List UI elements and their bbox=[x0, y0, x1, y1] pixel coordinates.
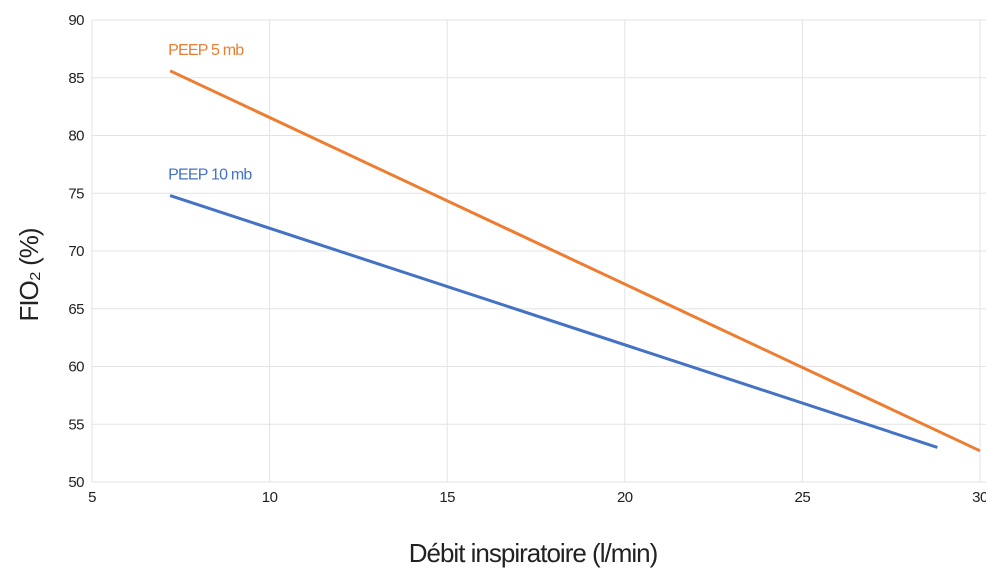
x-tick-label: 5 bbox=[88, 489, 96, 506]
series-label-1: PEEP 10 mb bbox=[168, 167, 252, 184]
series-line-1 bbox=[169, 194, 938, 449]
y-tick-label: 70 bbox=[68, 243, 84, 260]
x-tick-label: 25 bbox=[795, 489, 811, 506]
x-axis-ticks: 5 10 15 20 25 30 bbox=[88, 489, 986, 506]
y-tick-label: 65 bbox=[68, 301, 84, 318]
x-tick-label: 30 bbox=[972, 489, 986, 506]
y-tick-label: 80 bbox=[68, 128, 84, 145]
chart-series: PEEP 5 mb PEEP 10 mb bbox=[168, 42, 981, 453]
x-tick-label: 20 bbox=[617, 489, 633, 506]
y-tick-label: 60 bbox=[68, 359, 84, 376]
y-tick-label: 50 bbox=[68, 474, 84, 491]
series-line-0 bbox=[169, 69, 981, 453]
series-label-0: PEEP 5 mb bbox=[168, 42, 244, 59]
y-tick-label: 55 bbox=[68, 416, 84, 433]
x-tick-label: 10 bbox=[262, 489, 278, 506]
y-tick-label: 90 bbox=[68, 12, 84, 29]
x-tick-label: 15 bbox=[439, 489, 455, 506]
chart-grid bbox=[91, 19, 986, 483]
y-axis-ticks: 50 55 60 65 70 75 80 85 90 bbox=[68, 12, 84, 491]
x-axis-label: Débit inspiratoire (l/min) bbox=[409, 538, 658, 568]
y-tick-label: 75 bbox=[68, 185, 84, 202]
y-axis-label: FIO₂ (%) bbox=[14, 228, 44, 321]
y-tick-label: 85 bbox=[68, 70, 84, 87]
